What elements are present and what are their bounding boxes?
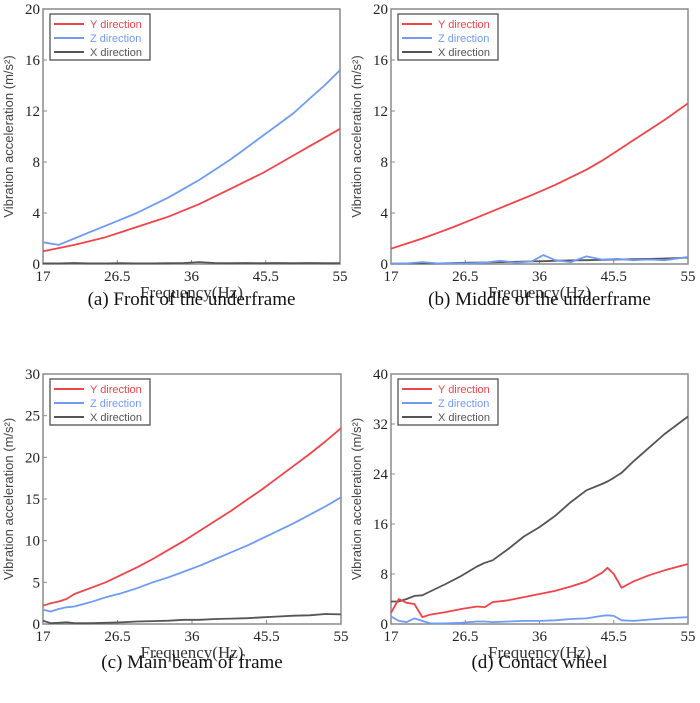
legend-label: Y direction bbox=[90, 384, 142, 396]
x-tick-label: 36 bbox=[184, 269, 200, 285]
y-tick-label: 8 bbox=[33, 155, 41, 171]
legend-label: X direction bbox=[438, 47, 490, 59]
series-line-x-direction bbox=[42, 613, 342, 625]
legend-label: Z direction bbox=[438, 33, 489, 45]
x-tick-label: 17 bbox=[36, 269, 52, 285]
x-tick-label: 55 bbox=[333, 269, 348, 285]
legend: Y direction Z direction X direction bbox=[397, 378, 499, 426]
subplot-a: 0 4 8 12 16 20 17 26.5 36 45.5 55 Frequency(Hz) Vibr… bbox=[1, 2, 348, 310]
series-line-z-direction bbox=[391, 254, 689, 265]
y-tick-label: 40 bbox=[373, 367, 388, 383]
y-tick-label: 0 bbox=[381, 257, 389, 273]
series-line-x-direction bbox=[43, 261, 340, 265]
legend-label: Y direction bbox=[438, 19, 490, 31]
series-line-z-direction bbox=[42, 69, 341, 246]
y-tick-label: 4 bbox=[33, 206, 41, 222]
y-tick-label: 32 bbox=[373, 417, 388, 433]
x-tick-label: 36 bbox=[532, 269, 548, 285]
series-line-y-direction bbox=[390, 102, 689, 250]
x-tick-label: 26.5 bbox=[452, 269, 478, 285]
legend: Y direction Z direction X direction bbox=[49, 378, 151, 426]
x-tick-label: 17 bbox=[384, 269, 400, 285]
y-tick-label: 20 bbox=[373, 2, 388, 18]
series-line-y-direction bbox=[42, 427, 342, 607]
subplot-caption: (b) Middle of the underframe bbox=[428, 289, 651, 310]
legend: Y direction Z direction X direction bbox=[49, 13, 151, 61]
x-tick-label: 55 bbox=[334, 629, 349, 645]
x-axis-label: Frequency(Hz) bbox=[488, 283, 591, 302]
x-tick-label: 45.5 bbox=[601, 629, 627, 645]
legend-label: X direction bbox=[438, 412, 490, 424]
y-tick-label: 16 bbox=[25, 53, 41, 69]
x-tick-label: 26.5 bbox=[104, 629, 130, 645]
y-axis-label: Vibration acceleration (m/s²) bbox=[1, 55, 16, 217]
y-tick-label: 16 bbox=[373, 517, 389, 533]
y-tick-label: 4 bbox=[381, 206, 389, 222]
x-axis-label: Frequency(Hz) bbox=[140, 283, 243, 302]
y-tick-label: 10 bbox=[25, 534, 40, 550]
subplot-b: 0 4 8 12 16 20 17 26.5 36 45.5 55 Frequency(Hz) Vibr… bbox=[349, 2, 696, 310]
y-axis-label: Vibration acceleration (m/s²) bbox=[1, 418, 16, 580]
y-tick-label: 15 bbox=[25, 492, 40, 508]
legend-label: Z direction bbox=[90, 398, 141, 410]
x-tick-label: 45.5 bbox=[601, 269, 627, 285]
y-tick-label: 0 bbox=[381, 617, 389, 633]
y-tick-label: 5 bbox=[33, 575, 41, 591]
legend-label: Y direction bbox=[438, 384, 490, 396]
series-line-y-direction bbox=[390, 563, 689, 618]
y-tick-label: 24 bbox=[373, 467, 389, 483]
subplot-caption: (a) Front of the underframe bbox=[88, 289, 296, 310]
y-axis-label: Vibration acceleration (m/s²) bbox=[349, 418, 364, 580]
x-axis-label: Frequency(Hz) bbox=[488, 643, 591, 662]
subplot-d: 0 8 16 24 32 40 17 26.5 36 45.5 55 Frequency(Hz) Vib… bbox=[349, 367, 696, 673]
y-tick-label: 12 bbox=[373, 104, 388, 120]
legend: Y direction Z direction X direction bbox=[397, 13, 499, 61]
y-tick-label: 0 bbox=[33, 617, 41, 633]
y-tick-label: 16 bbox=[373, 53, 389, 69]
subplot-caption: (d) Contact wheel bbox=[471, 652, 607, 673]
x-tick-label: 36 bbox=[532, 629, 548, 645]
y-tick-label: 30 bbox=[25, 367, 40, 383]
subplot-caption: (c) Main beam of frame bbox=[101, 652, 282, 673]
series-line-z-direction bbox=[390, 614, 689, 625]
series-line-x-direction bbox=[391, 415, 689, 603]
subplot-c: 0 5 10 15 20 25 30 17 26.5 36 45.5 55 Frequency(Hz) V… bbox=[1, 367, 349, 673]
x-axis-label: Frequency(Hz) bbox=[141, 643, 244, 662]
y-tick-label: 20 bbox=[25, 450, 40, 466]
y-tick-label: 8 bbox=[381, 155, 389, 171]
x-tick-label: 55 bbox=[681, 269, 696, 285]
x-tick-label: 36 bbox=[185, 629, 201, 645]
legend-label: Z direction bbox=[90, 33, 141, 45]
series-line-z-direction bbox=[42, 496, 342, 613]
legend-label: X direction bbox=[90, 412, 142, 424]
x-tick-label: 45.5 bbox=[253, 629, 279, 645]
x-tick-label: 17 bbox=[384, 629, 400, 645]
x-tick-label: 55 bbox=[681, 629, 696, 645]
y-tick-label: 8 bbox=[381, 567, 389, 583]
series-line-y-direction bbox=[42, 128, 341, 253]
x-tick-label: 26.5 bbox=[104, 269, 130, 285]
x-tick-label: 17 bbox=[36, 629, 52, 645]
legend-label: X direction bbox=[90, 47, 142, 59]
x-tick-label: 26.5 bbox=[452, 629, 478, 645]
y-tick-label: 25 bbox=[25, 409, 40, 425]
legend-label: Z direction bbox=[438, 398, 489, 410]
legend-label: Y direction bbox=[90, 19, 142, 31]
y-tick-label: 12 bbox=[25, 104, 40, 120]
x-tick-label: 45.5 bbox=[253, 269, 279, 285]
y-tick-label: 0 bbox=[33, 257, 41, 273]
y-tick-label: 20 bbox=[25, 2, 40, 18]
y-axis-label: Vibration acceleration (m/s²) bbox=[349, 55, 364, 217]
